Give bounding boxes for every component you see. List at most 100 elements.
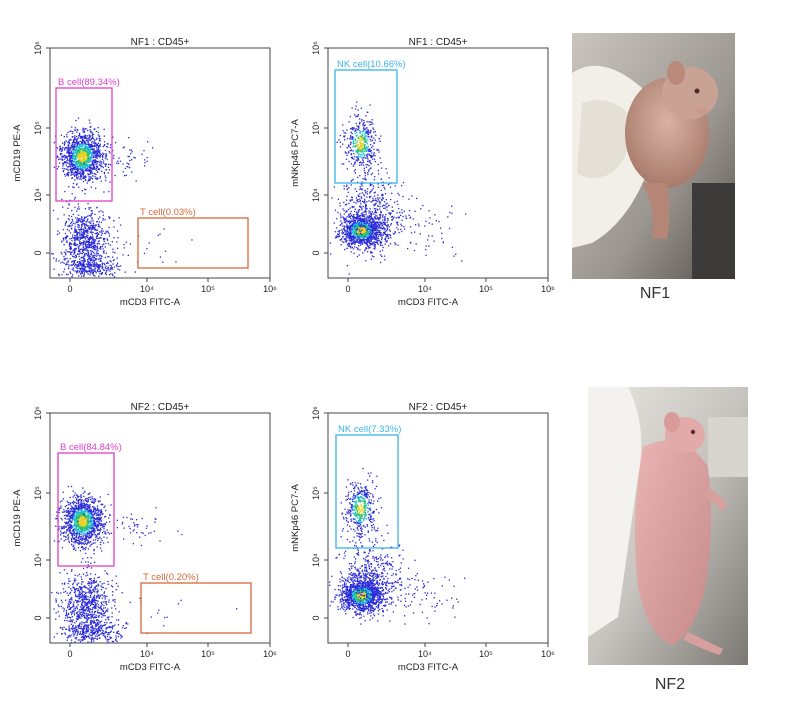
event-dot <box>344 135 346 137</box>
event-dot <box>373 192 375 194</box>
event-dot <box>79 219 81 221</box>
event-dot <box>390 237 392 239</box>
event-dot <box>90 224 93 227</box>
event-dot <box>90 214 92 216</box>
event-dot <box>97 243 99 245</box>
event-dot <box>56 233 59 235</box>
event-dot <box>80 157 82 159</box>
event-dot <box>104 149 107 152</box>
event-dot <box>62 169 65 172</box>
event-dot <box>405 215 407 217</box>
event-dot <box>71 544 73 546</box>
event-dot <box>82 251 85 253</box>
event-dot <box>59 145 61 147</box>
event-dot <box>355 116 357 118</box>
event-dot <box>87 158 89 160</box>
event-dot <box>102 503 104 505</box>
event-dot <box>63 149 66 151</box>
event-dot <box>93 149 95 151</box>
event-dot <box>78 173 80 175</box>
event-dot <box>370 240 373 243</box>
event-dot <box>403 210 405 212</box>
event-dot <box>343 136 345 138</box>
event-dot <box>101 255 103 257</box>
event-dot <box>382 184 384 186</box>
event-dot <box>367 153 369 155</box>
event-dot <box>108 169 110 171</box>
event-dot <box>83 165 85 167</box>
event-dot <box>367 241 369 243</box>
event-dot <box>97 145 99 147</box>
event-dot <box>77 117 80 119</box>
event-dot <box>109 146 112 149</box>
event-dot <box>374 232 376 235</box>
event-dot <box>73 256 75 258</box>
event-dot <box>351 219 353 221</box>
event-dot <box>354 237 356 240</box>
event-dot <box>335 235 337 237</box>
event-dot <box>377 223 380 226</box>
event-dot <box>72 255 74 257</box>
event-dot <box>97 145 100 148</box>
event-dot <box>368 228 370 230</box>
event-dot <box>74 168 76 170</box>
event-dot <box>69 158 71 160</box>
event-dot <box>365 148 367 150</box>
event-dot <box>86 163 88 165</box>
event-dot <box>372 231 374 234</box>
event-dot <box>343 210 345 212</box>
event-dot <box>79 250 81 253</box>
event-dot <box>365 239 367 241</box>
gate-label: T cell(0.03%) <box>140 207 196 218</box>
event-dot <box>144 162 146 164</box>
event-dot <box>96 537 98 539</box>
event-dot <box>86 224 88 226</box>
event-dot <box>119 265 122 267</box>
event-dot <box>66 251 68 253</box>
event-dot <box>358 241 360 243</box>
event-dot <box>76 272 78 274</box>
event-dot <box>349 242 351 244</box>
event-dot <box>359 145 362 147</box>
event-dot <box>380 261 382 264</box>
event-dot <box>365 204 367 206</box>
event-dot <box>401 185 403 187</box>
event-dot <box>362 158 364 160</box>
event-dot <box>77 528 79 531</box>
event-dot <box>89 272 91 274</box>
event-dot <box>64 224 66 226</box>
event-dot <box>64 175 67 177</box>
event-dot <box>98 146 100 148</box>
event-dot <box>81 271 83 274</box>
event-dot <box>72 541 74 543</box>
event-dot <box>83 267 85 270</box>
event-dot <box>101 267 103 269</box>
event-dot <box>65 263 68 266</box>
event-dot <box>71 276 73 278</box>
event-dot <box>80 151 82 153</box>
event-dot <box>368 200 370 202</box>
event-dot <box>339 141 341 143</box>
event-dot <box>361 228 363 231</box>
event-dot <box>86 138 88 140</box>
event-dot <box>65 164 67 166</box>
event-dot <box>91 162 93 164</box>
event-dot <box>81 250 84 252</box>
event-dot <box>63 271 65 273</box>
event-dot <box>381 225 383 227</box>
event-dot <box>366 131 368 133</box>
event-dot <box>95 515 97 517</box>
event-dot <box>68 219 70 221</box>
event-dot <box>366 215 368 217</box>
event-dot <box>87 149 90 151</box>
event-dot <box>109 268 111 270</box>
event-dot <box>350 243 352 245</box>
event-dot <box>397 244 399 246</box>
event-dot <box>99 143 101 145</box>
event-dot <box>64 222 67 225</box>
event-dot <box>91 226 94 228</box>
event-dot <box>90 229 92 231</box>
event-dot <box>131 151 133 153</box>
event-dot <box>375 134 377 136</box>
event-dot <box>114 252 116 254</box>
